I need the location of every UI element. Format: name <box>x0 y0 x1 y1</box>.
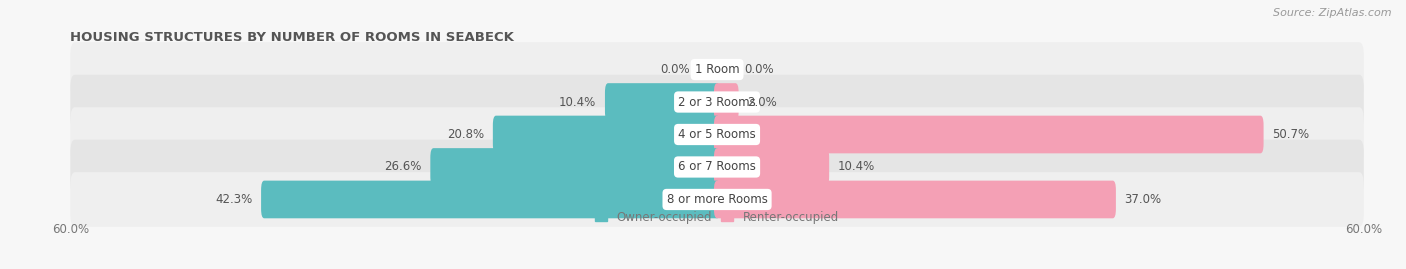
FancyBboxPatch shape <box>70 172 1364 227</box>
FancyBboxPatch shape <box>714 180 1116 218</box>
Text: 0.0%: 0.0% <box>744 63 773 76</box>
Text: 26.6%: 26.6% <box>384 161 422 174</box>
Text: 0.0%: 0.0% <box>661 63 690 76</box>
Text: 42.3%: 42.3% <box>215 193 253 206</box>
FancyBboxPatch shape <box>605 83 720 121</box>
Text: 20.8%: 20.8% <box>447 128 484 141</box>
FancyBboxPatch shape <box>70 107 1364 162</box>
Text: 37.0%: 37.0% <box>1125 193 1161 206</box>
Text: HOUSING STRUCTURES BY NUMBER OF ROOMS IN SEABECK: HOUSING STRUCTURES BY NUMBER OF ROOMS IN… <box>70 31 515 44</box>
Text: 50.7%: 50.7% <box>1272 128 1309 141</box>
Text: 6 or 7 Rooms: 6 or 7 Rooms <box>678 161 756 174</box>
Text: 10.4%: 10.4% <box>560 95 596 108</box>
Text: 2.0%: 2.0% <box>747 95 778 108</box>
FancyBboxPatch shape <box>70 140 1364 194</box>
FancyBboxPatch shape <box>494 116 720 153</box>
Text: Source: ZipAtlas.com: Source: ZipAtlas.com <box>1274 8 1392 18</box>
Text: 4 or 5 Rooms: 4 or 5 Rooms <box>678 128 756 141</box>
Text: 10.4%: 10.4% <box>838 161 875 174</box>
FancyBboxPatch shape <box>430 148 720 186</box>
Text: 8 or more Rooms: 8 or more Rooms <box>666 193 768 206</box>
Text: 1 Room: 1 Room <box>695 63 740 76</box>
FancyBboxPatch shape <box>70 42 1364 97</box>
FancyBboxPatch shape <box>262 180 720 218</box>
FancyBboxPatch shape <box>714 83 738 121</box>
FancyBboxPatch shape <box>714 116 1264 153</box>
Text: 2 or 3 Rooms: 2 or 3 Rooms <box>678 95 756 108</box>
Legend: Owner-occupied, Renter-occupied: Owner-occupied, Renter-occupied <box>591 206 844 228</box>
FancyBboxPatch shape <box>70 75 1364 129</box>
FancyBboxPatch shape <box>714 148 830 186</box>
